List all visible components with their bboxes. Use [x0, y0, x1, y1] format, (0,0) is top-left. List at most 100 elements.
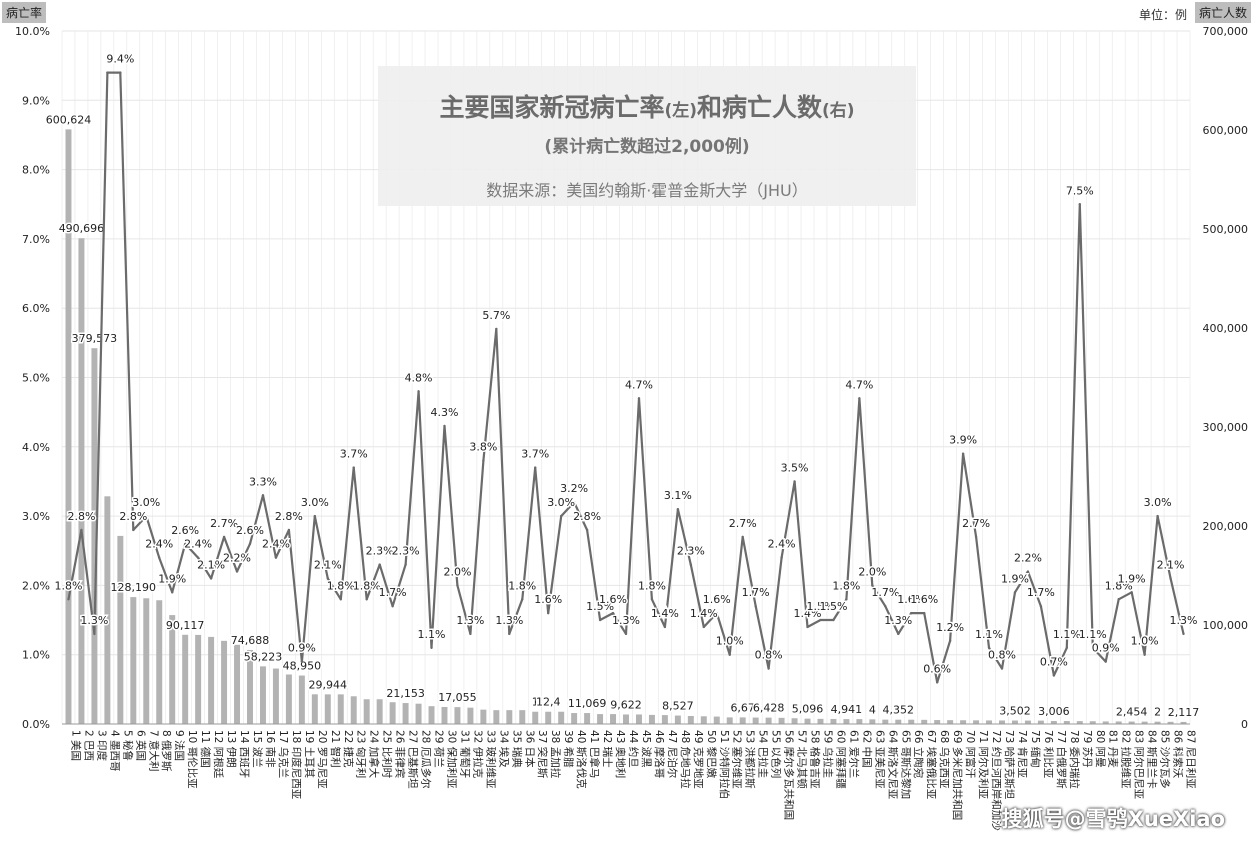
line-value-label: 1.5% [586, 600, 614, 613]
line-value-label: 2.8% [67, 510, 95, 523]
x-category-label: 77 白俄罗斯 [1055, 730, 1068, 789]
bar-deaths [960, 720, 967, 724]
right-axis-tick-label: 300,000 [1203, 421, 1249, 434]
bar-value-label: 3 [1037, 705, 1044, 718]
axes: 0.0% 1.0% 2.0% 3.0% 4.0% 5.0% 6.0% 7.0% 8.0% 9.0%… [15, 25, 1248, 731]
line-point [884, 604, 887, 608]
line-value-label: 2.4% [184, 538, 212, 551]
line-series-fatality-rate [67, 71, 1185, 684]
x-category-label: 13 伊朗 [225, 730, 237, 768]
bar-value-label: 379,573 [72, 332, 118, 345]
line-point [352, 466, 355, 469]
line-value-label: 3.1% [664, 489, 692, 502]
bar-series-deaths [65, 129, 1187, 725]
line-value-label: 2.4% [768, 538, 796, 551]
x-category-label: 75 缅甸 [1029, 730, 1042, 768]
line-value-label: 1.1% [1053, 628, 1081, 641]
bar-deaths [376, 699, 383, 724]
line-value-label: 1.7% [379, 586, 407, 599]
right-axis-tick-label: 200,000 [1203, 520, 1249, 533]
bar-deaths [130, 597, 137, 724]
line-value-label: 1.6% [534, 593, 562, 606]
line-point [987, 646, 991, 649]
line-point [676, 507, 680, 511]
line-value-label: 1.3% [456, 614, 484, 627]
right-axis-tick-label: 400,000 [1203, 322, 1249, 335]
right-axis-tick-label: 700,000 [1203, 25, 1249, 38]
bar-deaths [908, 719, 915, 724]
bar-deaths [1024, 720, 1031, 724]
bar-deaths [752, 717, 759, 724]
line-value-label: 2.8% [119, 510, 147, 523]
line-point [910, 611, 913, 615]
bar-deaths [259, 666, 266, 724]
bar-deaths [999, 720, 1005, 724]
line-point [287, 528, 291, 532]
x-category-label: 20 罗马尼亚 [316, 730, 328, 789]
x-category-label: 27 巴基斯坦 [407, 730, 420, 789]
line-point [248, 542, 252, 546]
line-point [365, 598, 368, 601]
line-value-label: 1.6% [910, 593, 938, 606]
line-point [339, 598, 342, 601]
line-value-label: 1.8% [55, 579, 83, 592]
x-category-label: 33 玻利维亚 [484, 730, 497, 789]
line-value-label: 2.3% [677, 545, 705, 558]
line-value-label: 2.7% [962, 517, 990, 530]
bar-deaths [726, 717, 733, 724]
bar-deaths [648, 714, 655, 724]
line-value-label: 1.1% [975, 628, 1003, 641]
line-value-label: 1.5% [807, 600, 835, 613]
chart-subtitle: (累计病亡数超过2,000例) [544, 137, 750, 157]
line-value-label: 4.8% [405, 371, 433, 384]
bar-deaths [1167, 721, 1174, 724]
x-category-label: 66 立陶宛 [912, 730, 925, 778]
line-point [391, 604, 394, 608]
line-value-label: 1.8% [1105, 579, 1133, 592]
bar-deaths [285, 674, 292, 724]
title-part-1: 主要国家新冠病亡率 [439, 93, 665, 122]
bar-deaths [532, 711, 539, 724]
line-value-label: 1.6% [599, 593, 627, 606]
bar-value-label: 600,624 [46, 113, 92, 126]
line-point [521, 598, 524, 601]
left-axis-tick-label: 3.0% [22, 510, 50, 523]
bar-deaths [661, 715, 668, 724]
line-value-label: 1.8% [508, 579, 536, 592]
chart-title: 主要国家新冠病亡率(左)和病亡人数(右) [378, 88, 916, 124]
bar-deaths [791, 718, 798, 724]
bar-deaths [1076, 721, 1083, 724]
x-category-label: 31 葡萄牙 [458, 730, 471, 778]
line-point [793, 480, 796, 483]
bar-deaths [895, 719, 902, 724]
line-point [1104, 660, 1107, 663]
line-point [585, 528, 589, 532]
bar-deaths [337, 694, 344, 724]
line-value-label: 1.8% [638, 579, 666, 592]
line-value-label: 1.4% [651, 607, 679, 620]
line-value-label: 2.7% [729, 517, 757, 530]
line-value-label: 1.9% [1001, 572, 1029, 585]
x-category-label: 60 阿塞拜疆 [834, 730, 847, 789]
x-category-label: 14 西班牙 [238, 730, 250, 778]
bar-deaths [623, 714, 629, 724]
line-point [1026, 570, 1030, 573]
x-category-label: 17 乌克兰 [277, 730, 290, 778]
x-category-label: 82 拉脱维亚 [1120, 730, 1133, 789]
line-point [598, 618, 602, 622]
line-value-label: 1.8% [327, 579, 355, 592]
left-axis-tick-label: 9.0% [22, 94, 50, 107]
line-point [858, 397, 861, 400]
line-value-label: 1.9% [158, 572, 186, 585]
line-value-label: 2.6% [171, 524, 199, 537]
x-category-label: 5 秘鲁 [121, 730, 134, 761]
line-point [80, 528, 83, 532]
bar-deaths [298, 675, 305, 724]
x-category-label: 68 乌克西亚 [938, 730, 951, 789]
line-point [1117, 598, 1120, 601]
line-point [974, 535, 978, 539]
line-point [1182, 632, 1185, 636]
bar-value-label: 21,153 [386, 687, 425, 700]
x-category-label: 38 孟加拉 [549, 730, 562, 779]
bar-value-label: 3,006 [1038, 705, 1070, 718]
